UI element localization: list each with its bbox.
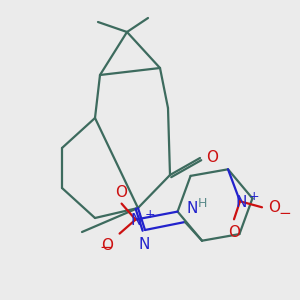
Text: O: O [102, 238, 114, 253]
Text: N: N [235, 195, 247, 210]
Text: O: O [206, 149, 218, 164]
Text: N: N [187, 201, 198, 216]
Text: O: O [268, 200, 280, 215]
Text: N: N [131, 213, 142, 228]
Text: H: H [198, 197, 207, 210]
Text: +: + [249, 190, 260, 203]
Text: −: − [99, 240, 112, 255]
Text: O: O [116, 184, 128, 200]
Text: O: O [228, 225, 240, 240]
Text: −: − [278, 206, 291, 221]
Text: N: N [138, 237, 150, 252]
Text: +: + [145, 208, 155, 221]
